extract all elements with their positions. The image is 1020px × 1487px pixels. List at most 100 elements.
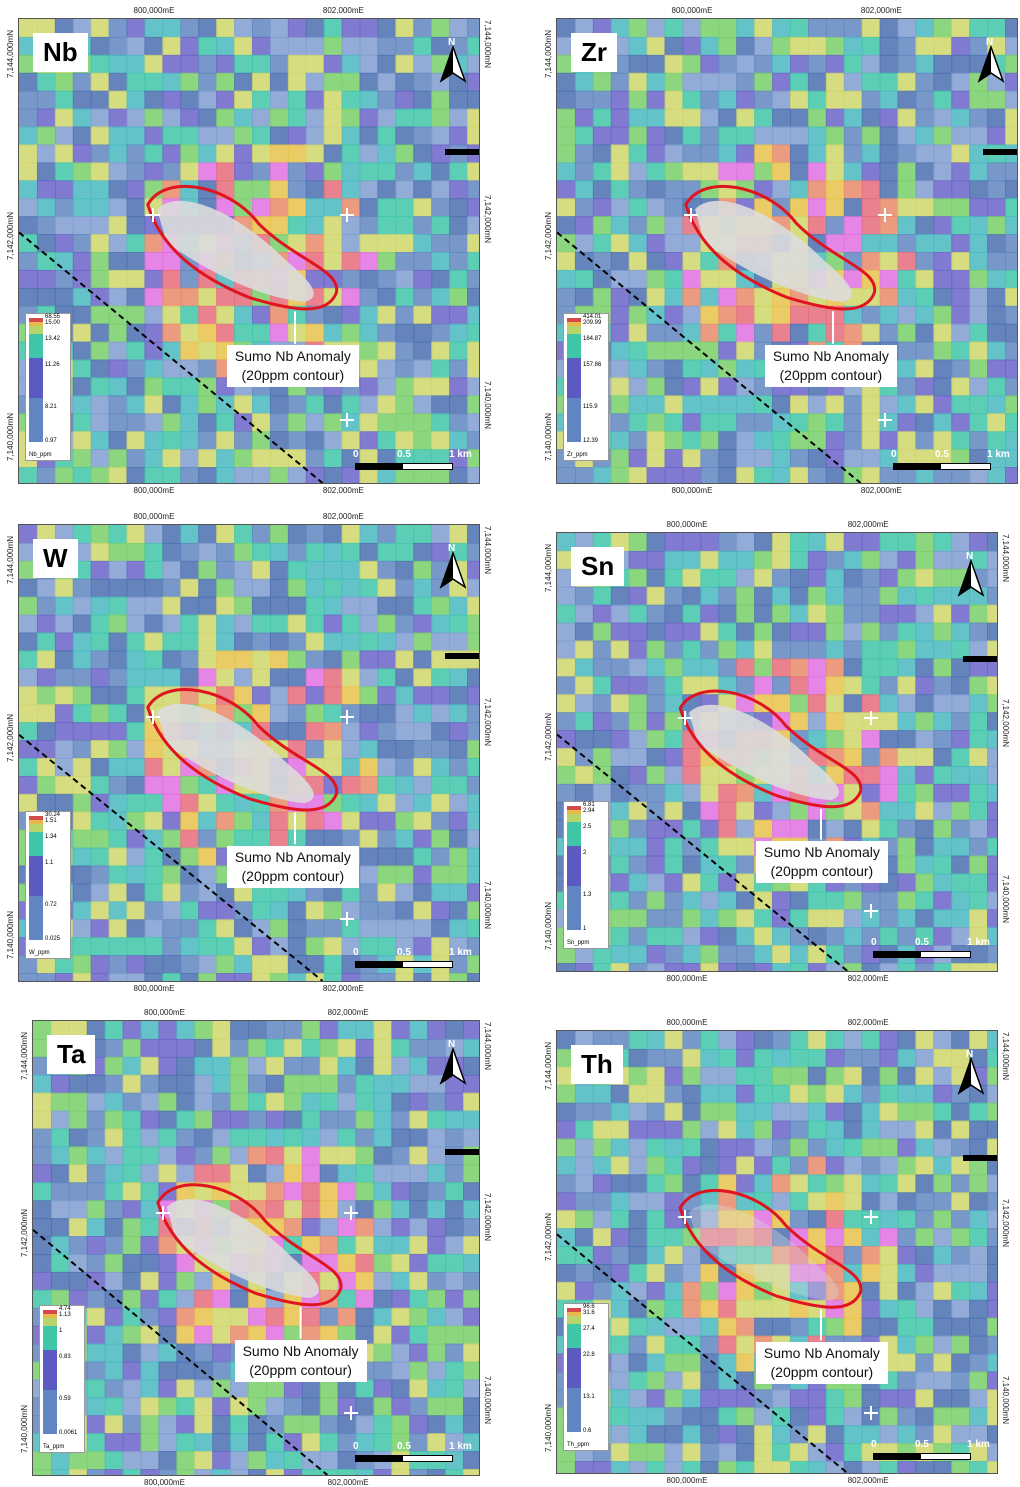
easting-label-top-right: 802,000mE bbox=[327, 1008, 369, 1017]
grid-cross bbox=[340, 710, 355, 725]
easting-label-top-right: 802,000mE bbox=[847, 520, 889, 529]
geochem-heatmap bbox=[557, 19, 1017, 483]
grid-cross bbox=[340, 207, 355, 222]
map-area: W Sumo Nb Anomaly (20ppm contour) N 0 0.5 1 km… bbox=[18, 524, 480, 982]
easting-label-top-left: 800,000mE bbox=[133, 512, 175, 521]
scale-half: 0.5 bbox=[397, 1441, 411, 1452]
legend-value: 22.8 bbox=[583, 1352, 595, 1358]
grid-cross bbox=[344, 1205, 359, 1220]
northing-label-top: 7,144,000mN bbox=[20, 1031, 29, 1080]
easting-label-bottom-left: 800,000mE bbox=[133, 486, 175, 495]
northing-label-right-bottom: 7,140,000mN bbox=[483, 1375, 492, 1424]
anomaly-contour bbox=[146, 184, 339, 311]
north-label: N bbox=[448, 37, 456, 48]
legend-value: 0.0061 bbox=[59, 1430, 78, 1436]
legend-value: 1 bbox=[583, 926, 587, 932]
northing-label-mid: 7,142,000mN bbox=[20, 1209, 29, 1258]
northing-label-right-top: 7,144,000mN bbox=[483, 1022, 492, 1071]
color-legend: 6.81 2.94 2.5 2 1.3 1 Sn_ppm bbox=[563, 801, 609, 949]
scale-full: 1 km bbox=[449, 947, 472, 958]
grid-cross bbox=[344, 1406, 359, 1421]
fault-line bbox=[557, 231, 862, 483]
north-arrow-icon: N bbox=[953, 551, 989, 599]
anomaly-callout: Sumo Nb Anomaly (20ppm contour) bbox=[234, 1340, 367, 1383]
anomaly-contour bbox=[678, 1189, 863, 1309]
fault-line bbox=[19, 733, 324, 981]
callout-line-2: (20ppm contour) bbox=[770, 863, 874, 879]
northing-label-right-bottom: 7,140,000mN bbox=[1001, 1376, 1010, 1425]
north-label: N bbox=[966, 551, 974, 562]
legend-value: 0.72 bbox=[45, 902, 57, 908]
easting-label-bottom-left: 800,000mE bbox=[666, 974, 708, 983]
scale-bar: 0 0.5 1 km bbox=[353, 1441, 473, 1467]
easting-label-top-right: 802,000mE bbox=[322, 6, 364, 15]
fault-line bbox=[33, 1229, 328, 1475]
callout-line-1: Sumo Nb Anomaly bbox=[763, 1344, 880, 1361]
grid-cross bbox=[155, 1205, 170, 1220]
legend-value: 414.01 bbox=[583, 314, 602, 320]
scale-full: 1 km bbox=[449, 1441, 472, 1452]
grid-cross bbox=[863, 710, 878, 725]
element-title: W bbox=[33, 539, 78, 578]
scale-full: 1 km bbox=[449, 449, 472, 460]
fault-line bbox=[557, 1233, 849, 1473]
northing-label-right-mid: 7,142,000mN bbox=[483, 1193, 492, 1242]
scale-zero: 0 bbox=[871, 1439, 877, 1450]
map-marker bbox=[983, 149, 1017, 156]
map-panel-th: Th Sumo Nb Anomaly (20ppm contour) N 0 0.5 1 k… bbox=[544, 1018, 1010, 1485]
grid-cross bbox=[863, 1210, 878, 1225]
scale-zero: 0 bbox=[353, 449, 359, 460]
easting-label-bottom-left: 800,000mE bbox=[666, 1476, 708, 1485]
scale-bar: 0 0.5 1 km bbox=[353, 449, 473, 475]
legend-unit: W_ppm bbox=[29, 950, 50, 956]
northing-label-right-mid: 7,142,000mN bbox=[1001, 1198, 1010, 1247]
legend-value: 1.1 bbox=[45, 860, 54, 866]
legend-value: 27.4 bbox=[583, 1326, 595, 1332]
legend-value: 0.97 bbox=[45, 438, 57, 444]
easting-label-bottom-right: 802,000mE bbox=[847, 974, 889, 983]
map-area: Sn Sumo Nb Anomaly (20ppm contour) N 0 0.5 1 k… bbox=[556, 532, 998, 972]
scale-half: 0.5 bbox=[915, 937, 929, 948]
northing-label-right-bottom: 7,140,000mN bbox=[483, 381, 492, 430]
legend-value: 4.74 bbox=[59, 1306, 71, 1312]
easting-label-bottom-right: 802,000mE bbox=[860, 486, 902, 495]
callout-line-1: Sumo Nb Anomaly bbox=[234, 848, 351, 865]
map-panel-sn: Sn Sumo Nb Anomaly (20ppm contour) N 0 0.5 1 k… bbox=[544, 520, 1010, 983]
grid-cross bbox=[863, 1405, 878, 1420]
scale-half: 0.5 bbox=[915, 1439, 929, 1450]
grid-cross bbox=[678, 1210, 693, 1225]
northing-label-mid: 7,142,000mN bbox=[544, 712, 553, 761]
fault-line bbox=[557, 733, 849, 971]
northing-label-top: 7,144,000mN bbox=[544, 1041, 553, 1090]
legend-unit: Sn_ppm bbox=[567, 940, 590, 946]
map-area: Ta Sumo Nb Anomaly (20ppm contour) N 0 0.5 1 k… bbox=[32, 1020, 480, 1476]
map-panel-w: W Sumo Nb Anomaly (20ppm contour) N 0 0.5 1 km… bbox=[6, 512, 492, 993]
callout-line-2: (20ppm contour) bbox=[249, 1362, 352, 1379]
element-title: Zr bbox=[571, 33, 617, 72]
grid-cross bbox=[145, 710, 160, 725]
legend-value: 8.21 bbox=[45, 404, 57, 410]
northing-label-bottom: 7,140,000mN bbox=[544, 1403, 553, 1452]
scale-zero: 0 bbox=[871, 937, 877, 948]
anomaly-callout: Sumo Nb Anomaly (20ppm contour) bbox=[764, 345, 897, 388]
scale-half: 0.5 bbox=[397, 947, 411, 958]
element-title: Nb bbox=[33, 33, 88, 72]
callout-line-2: (20ppm contour) bbox=[241, 367, 345, 384]
geochem-heatmap bbox=[557, 533, 997, 971]
map-panel-nb: Nb Sumo Nb Anomaly (20ppm contour) N 0 0.5 1 k… bbox=[6, 6, 492, 495]
anomaly-callout: Sumo Nb Anomaly (20ppm contour) bbox=[755, 841, 888, 883]
callout-line-1: Sumo Nb Anomaly bbox=[772, 348, 889, 365]
northing-label-top: 7,144,000mN bbox=[6, 29, 15, 78]
grid-cross bbox=[678, 710, 693, 725]
legend-value: 11.26 bbox=[45, 362, 60, 368]
color-legend: 30.24 1.51 1.34 1.1 0.72 0.025 W_ppm bbox=[25, 811, 71, 959]
map-area: Zr Sumo Nb Anomaly (20ppm contour) N 0 0.5 1 k… bbox=[556, 18, 1018, 484]
legend-value: 2.94 bbox=[583, 808, 595, 814]
geochem-heatmap bbox=[19, 525, 479, 981]
callout-line-2: (20ppm contour) bbox=[241, 867, 345, 884]
grid-cross bbox=[340, 911, 355, 926]
northing-label-right-mid: 7,142,000mN bbox=[483, 698, 492, 747]
easting-label-top-left: 800,000mE bbox=[133, 6, 175, 15]
north-arrow-icon: N bbox=[953, 1049, 989, 1097]
northing-label-bottom: 7,140,000mN bbox=[544, 412, 553, 461]
